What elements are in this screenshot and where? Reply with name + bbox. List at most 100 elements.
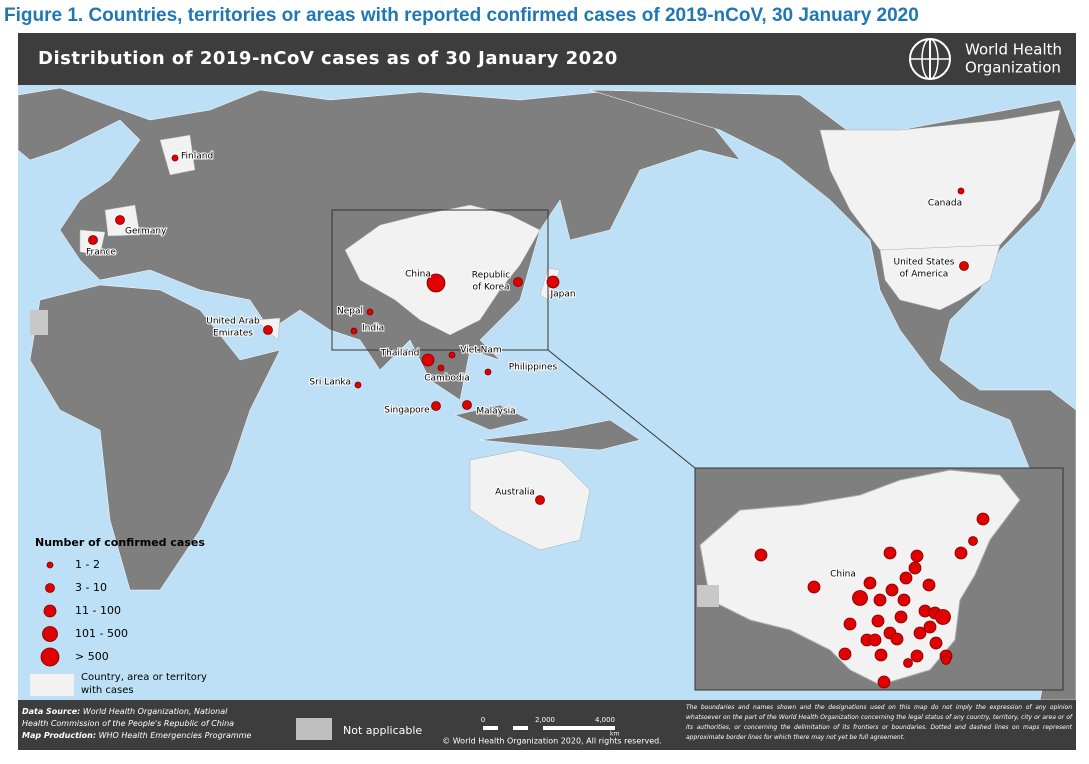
legend-swatch: [30, 674, 74, 696]
legend-marker: [45, 583, 55, 593]
case-marker: [431, 401, 441, 411]
legend-label: Country, area or territory: [81, 672, 207, 683]
case-marker: [899, 571, 913, 585]
case-marker: [923, 620, 937, 634]
country-label: Germany: [125, 227, 167, 237]
case-marker: [807, 580, 821, 594]
country-label: Japan: [549, 290, 575, 300]
case-marker: [354, 381, 362, 389]
legend-label: with cases: [81, 685, 134, 696]
country-label: Republic: [472, 271, 511, 281]
production-text: WHO Health Emergencies Programme: [98, 731, 252, 740]
case-marker: [874, 648, 888, 662]
country-label: Viet Nam: [460, 346, 501, 356]
case-marker: [935, 609, 951, 625]
case-marker: [959, 261, 969, 271]
footer-bar: [18, 700, 1076, 750]
disclaimer: The boundaries and names shown and the d…: [686, 704, 1072, 741]
case-marker: [954, 546, 968, 560]
case-marker: [922, 578, 936, 592]
case-marker: [535, 495, 545, 505]
case-marker: [426, 273, 446, 293]
case-marker: [871, 614, 885, 628]
figure-title: Figure 1. Countries, territories or area…: [4, 5, 919, 26]
case-marker: [929, 636, 943, 650]
scale-label: 0: [481, 716, 485, 724]
country-label: of Korea: [472, 283, 509, 293]
legend-label: 1 - 2: [75, 558, 100, 571]
legend-label: 101 - 500: [75, 627, 128, 640]
country-label: United States: [894, 258, 955, 268]
source-label: Data Source:: [22, 707, 81, 716]
case-marker: [462, 400, 472, 410]
case-marker: [366, 308, 374, 316]
case-marker: [754, 548, 768, 562]
case-marker: [350, 327, 358, 335]
case-marker: [448, 351, 456, 359]
case-marker: [910, 549, 924, 563]
country-label: Australia: [495, 488, 535, 498]
country-label: Cambodia: [424, 374, 470, 384]
logo-text: Organization: [965, 59, 1061, 77]
country-label: Canada: [928, 199, 962, 209]
country-label: Philippines: [509, 363, 558, 373]
case-marker: [941, 655, 951, 665]
country-label: of America: [900, 270, 949, 280]
case-marker: [852, 590, 868, 606]
country-label: France: [86, 248, 116, 258]
legend-marker: [40, 647, 60, 667]
legend-label: 3 - 10: [75, 581, 107, 594]
case-marker: [171, 154, 179, 162]
case-marker: [903, 658, 913, 668]
copyright: © World Health Organization 2020, All ri…: [442, 737, 662, 746]
case-marker: [546, 275, 560, 289]
case-marker: [913, 626, 927, 640]
case-marker: [908, 561, 922, 575]
case-marker: [894, 610, 908, 624]
case-marker: [883, 546, 897, 560]
not-applicable-swatch: [296, 718, 332, 740]
country-label: Sri Lanka: [309, 378, 351, 388]
country-label: Finland: [181, 152, 213, 162]
case-marker: [513, 277, 523, 287]
production-label: Map Production:: [22, 731, 97, 740]
case-marker: [885, 583, 899, 597]
cases-territory: [79, 109, 1061, 551]
map-title: Distribution of 2019-nCoV cases as of 30…: [38, 48, 618, 69]
header-bar: [18, 33, 1076, 85]
case-marker: [863, 576, 877, 590]
scale-unit: km: [610, 731, 619, 738]
inset-connector: [547, 349, 696, 469]
who-logo: [909, 38, 951, 80]
legend-marker: [46, 561, 54, 569]
case-marker: [957, 187, 965, 195]
case-marker: [437, 364, 445, 372]
country-label: Emirates: [213, 329, 253, 339]
country-label: India: [362, 324, 384, 334]
legend-marker: [42, 626, 58, 642]
logo-text: World Health: [965, 41, 1062, 59]
legend-label: 11 - 100: [75, 604, 121, 617]
country-label: China: [405, 270, 431, 280]
case-marker: [868, 633, 882, 647]
case-marker: [421, 353, 435, 367]
country-label: Nepal: [337, 307, 363, 317]
case-marker: [910, 649, 924, 663]
inset-label: China: [830, 570, 856, 580]
case-marker: [890, 632, 904, 646]
case-marker: [843, 617, 857, 631]
case-marker: [484, 368, 492, 376]
country-label: Singapore: [384, 406, 430, 416]
legend-title: Number of confirmed cases: [35, 536, 205, 549]
case-marker: [877, 675, 891, 689]
source-text: World Health Organization, National: [82, 707, 228, 716]
source-text: Health Commission of the People's Republ…: [22, 719, 235, 728]
country-label: Malaysia: [476, 407, 515, 417]
scale-label: 4,000: [595, 716, 615, 724]
case-marker: [115, 215, 125, 225]
case-marker: [88, 235, 98, 245]
not-applicable-label: Not applicable: [343, 724, 422, 737]
country-label: United Arab: [206, 317, 260, 327]
case-marker: [897, 593, 911, 607]
